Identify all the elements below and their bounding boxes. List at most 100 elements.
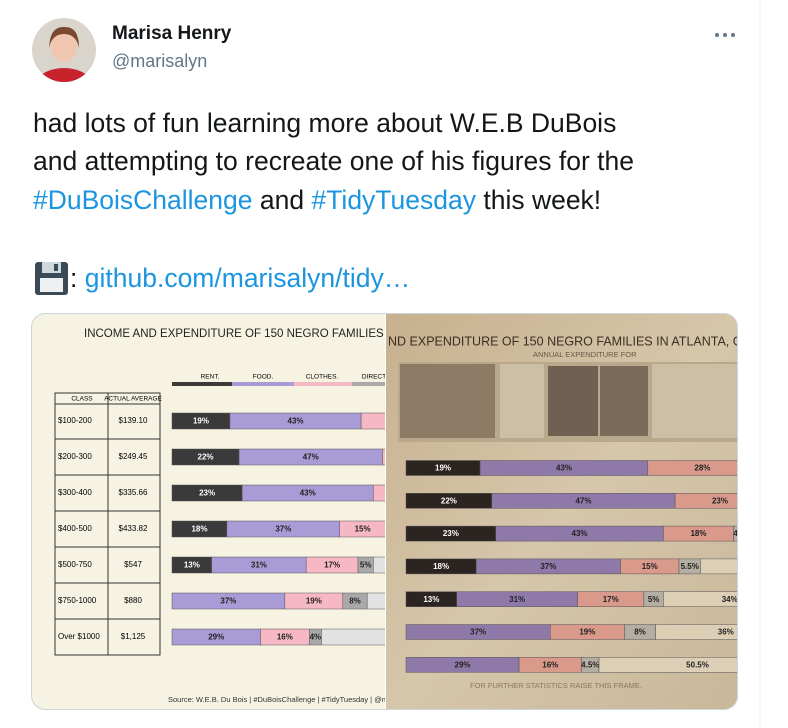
- segment-label: 31%: [509, 595, 525, 604]
- segment-label: 19%: [435, 464, 451, 473]
- segment-label: 31%: [251, 561, 267, 570]
- segment-label: 16%: [542, 660, 558, 669]
- tweet-text: had lots of fun learning more about W.E.…: [33, 108, 617, 138]
- segment-label: 13%: [184, 561, 200, 570]
- column-label: RENT.: [201, 374, 220, 381]
- segment-label: 22%: [441, 496, 457, 505]
- column-label: FOOD.: [253, 374, 274, 381]
- class-label: Over $1000: [58, 632, 100, 641]
- segment-label: 43%: [300, 489, 316, 498]
- tweet-text: and: [259, 185, 305, 215]
- average-label: $547: [124, 560, 142, 569]
- bar-segment: [655, 624, 738, 640]
- segment-label: 5%: [360, 561, 372, 570]
- bar-rest: [321, 628, 385, 646]
- hashtag[interactable]: #DuBoisChallenge: [33, 185, 253, 215]
- tweet-text: #DuBoisChallenge and #TidyTuesday this w…: [33, 183, 601, 217]
- image-card[interactable]: INCOME AND EXPENDITURE OF 150 NEGRO FAMI…: [31, 313, 788, 710]
- bar-rest: [373, 556, 385, 574]
- column-key: [352, 382, 385, 386]
- tweet-text: and attempting to recreate one of his fi…: [33, 146, 635, 176]
- class-label: $400-500: [58, 524, 92, 533]
- bar-rest: [366, 592, 385, 610]
- segment-label: 18%: [433, 562, 449, 571]
- bar-segment: [598, 657, 738, 673]
- segment-label: 15%: [642, 562, 658, 571]
- average-label: $139.10: [119, 416, 148, 425]
- segment-label: 23%: [443, 529, 459, 538]
- bar-rest: [751, 526, 788, 541]
- segment-label: 4%: [310, 633, 322, 642]
- segment-label: 37%: [220, 597, 236, 606]
- segment-label: 17%: [603, 595, 619, 604]
- author-name[interactable]: Marisa Henry: [112, 23, 232, 44]
- link[interactable]: github.com/marisalyn/tidy…: [84, 263, 411, 293]
- right-title: ND EXPENDITURE OF 150 NEGRO FAMILIES IN …: [388, 334, 754, 348]
- bar-rest: [373, 484, 385, 502]
- bar-rest: [757, 461, 788, 476]
- segment-label: 47%: [303, 453, 319, 462]
- segment-label: 50.5%: [686, 660, 709, 669]
- segment-label: 19%: [306, 597, 322, 606]
- class-label: $100-200: [58, 416, 92, 425]
- column-key: [294, 382, 352, 386]
- table-header: ACTUAL AVERAGE: [104, 396, 162, 403]
- left-title: INCOME AND EXPENDITURE OF 150 NEGRO FAMI…: [84, 328, 418, 340]
- average-label: $880: [124, 596, 142, 605]
- right-image: ND EXPENDITURE OF 150 NEGRO FAMILIES IN …: [386, 313, 788, 710]
- average-label: $1,125: [121, 632, 146, 641]
- hashtag[interactable]: #TidyTuesday: [311, 185, 476, 215]
- right-subtitle: ANNUAL EXPENDITURE FOR: [533, 350, 637, 359]
- bar-segment: [733, 525, 738, 542]
- segment-label: 8%: [349, 597, 361, 606]
- segment-label: 29%: [208, 633, 224, 642]
- bar-rest: [765, 493, 788, 508]
- colon: :: [70, 263, 78, 293]
- bar-rest: [382, 448, 385, 466]
- column-label: DIRECT: [362, 374, 386, 381]
- segment-label: 37%: [470, 628, 486, 637]
- left-image: INCOME AND EXPENDITURE OF 150 NEGRO FAMI…: [31, 313, 418, 710]
- bar-segment: [700, 558, 738, 575]
- segment-label: 13%: [423, 595, 439, 604]
- bar-segment: [647, 460, 738, 476]
- source: Source: W.E.B. Du Bois | #DuBoisChalleng…: [168, 695, 410, 704]
- segment-label: 47%: [575, 496, 591, 505]
- right-footer: FOR FURTHER STATISTICS RAISE THIS FRAME.: [470, 681, 642, 690]
- bar-rest: [360, 412, 385, 430]
- segment-label: 15%: [355, 525, 371, 534]
- segment-label: 4.5%: [733, 529, 751, 538]
- segment-label: 34%: [722, 595, 738, 604]
- photo-panel: [398, 362, 738, 442]
- segment-label: 37%: [540, 562, 556, 571]
- column-key: [172, 382, 232, 386]
- segment-label: 28%: [694, 464, 710, 473]
- segment-label: 22%: [198, 453, 214, 462]
- segment-label: 43%: [288, 417, 304, 426]
- segment-label: 18%: [690, 529, 706, 538]
- segment-label: 29%: [455, 660, 471, 669]
- more-menu[interactable]: [715, 33, 735, 37]
- segment-label: 5.5%: [681, 562, 699, 571]
- author-handle[interactable]: @marisalyn: [112, 51, 208, 71]
- segment-label: 5%: [648, 595, 660, 604]
- segment-label: 18%: [191, 525, 207, 534]
- segment-label: 23%: [199, 489, 215, 498]
- avatar[interactable]: [32, 18, 96, 108]
- segment-label: 43%: [572, 529, 588, 538]
- column-key: [232, 382, 294, 386]
- class-label: $750-1000: [58, 596, 97, 605]
- average-label: $249.45: [119, 452, 148, 461]
- image-frame: [31, 313, 738, 710]
- class-label: $500-750: [58, 560, 92, 569]
- column-label: CLOTHES.: [306, 374, 339, 381]
- class-label: $300-400: [58, 488, 92, 497]
- segment-label: 19%: [193, 417, 209, 426]
- segment-label: 16%: [277, 633, 293, 642]
- floppy-icon: [35, 262, 68, 295]
- tweet-text: : github.com/marisalyn/tidy…: [70, 261, 410, 295]
- segment-label: 17%: [324, 561, 340, 570]
- segment-label: 36%: [718, 628, 734, 637]
